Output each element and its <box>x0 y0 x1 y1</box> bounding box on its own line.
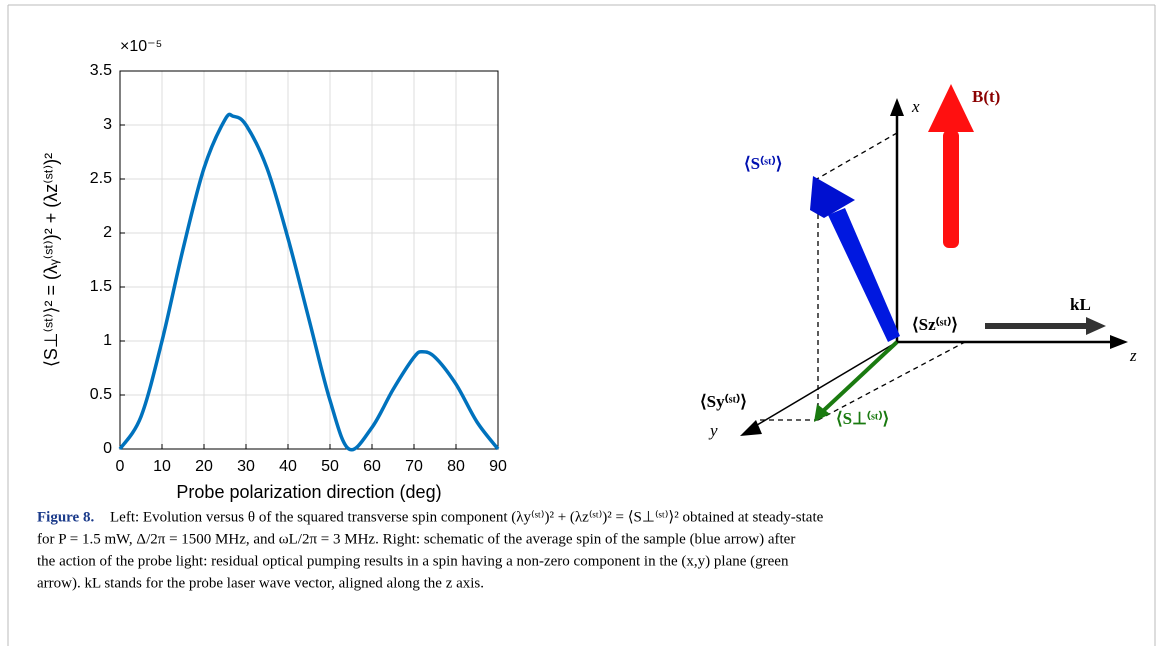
y-tick-label: 3.5 <box>90 62 112 79</box>
projection-line <box>817 341 966 421</box>
caption: Figure 8. Left: Evolution versus θ of th… <box>37 509 824 591</box>
spin-y-label: ⟨Sy⁽ˢᵗ⁾⟩ <box>700 392 747 411</box>
y-tick-label: 1 <box>103 332 112 349</box>
x-tick-label: 10 <box>153 458 171 475</box>
caption-line: the action of the probe light: residual … <box>37 553 789 569</box>
data-line <box>118 112 500 452</box>
field-arrow-head <box>928 84 974 132</box>
x-axis-label: Probe polarization direction (deg) <box>176 482 441 502</box>
y-tick-label: 1.5 <box>90 278 112 295</box>
x-tick-label: 20 <box>195 458 213 475</box>
y-axis-label: ⟨S⊥⁽ˢᵗ⁾⟩² = (λᵧ⁽ˢᵗ⁾)² + (λz⁽ˢᵗ⁾)² <box>41 153 61 367</box>
x-tick-label: 90 <box>489 458 507 475</box>
arrow-head <box>1110 335 1128 349</box>
caption-line: for P = 1.5 mW, Δ/2π = 1500 MHz, and ωL/… <box>37 531 795 547</box>
axis-label: x <box>911 97 920 116</box>
x-tick-label: 0 <box>116 458 125 475</box>
x-tick-label: 30 <box>237 458 255 475</box>
field-arrow <box>943 130 959 248</box>
plot-area <box>120 71 498 449</box>
arrow-head <box>890 98 904 116</box>
caption-line: arrow). kL stands for the probe laser wa… <box>37 575 484 591</box>
arrow-head <box>740 420 762 436</box>
field-label: B(t) <box>972 87 1000 106</box>
x-tick-label: 40 <box>279 458 297 475</box>
x-tick-label: 50 <box>321 458 339 475</box>
arrow-head <box>1086 317 1106 335</box>
y-axis <box>751 341 898 429</box>
y-tick-label: 2.5 <box>90 170 112 187</box>
perp-arrow <box>820 340 899 414</box>
spin-perp-label: ⟨S⊥⁽ˢᵗ⁾⟩ <box>836 409 889 428</box>
spin-z-label: ⟨Sz⁽ˢᵗ⁾⟩ <box>912 315 958 334</box>
wave-vector-label: kL <box>1070 295 1091 314</box>
axis-label: z <box>1129 346 1137 365</box>
chart: ×10⁻⁵ Probe polarization direction (deg)… <box>41 38 507 502</box>
spin-arrow <box>828 208 900 342</box>
projection-line <box>814 132 898 181</box>
y-tick-label: 0 <box>103 440 112 457</box>
y-tick-label: 3 <box>103 116 112 133</box>
x-tick-label: 80 <box>447 458 465 475</box>
x-tick-label: 60 <box>363 458 381 475</box>
x-tick-label: 70 <box>405 458 423 475</box>
y-tick-label: 0.5 <box>90 386 112 403</box>
diagram: x z y B(t) ⟨S⁽ˢᵗ⁾⟩ kL ⟨Sz⁽ˢᵗ⁾⟩ ⟨Sy⁽ˢᵗ⁾⟩ … <box>700 84 1137 440</box>
y-tick-label: 2 <box>103 224 112 241</box>
caption-label: Figure 8. <box>37 509 94 525</box>
y-multiplier: ×10⁻⁵ <box>120 38 162 55</box>
axis-label: y <box>708 421 718 440</box>
caption-line: Left: Evolution versus θ of the squared … <box>110 509 824 525</box>
arrow-head <box>814 404 830 422</box>
spin-label: ⟨S⁽ˢᵗ⁾⟩ <box>744 154 782 173</box>
plot-frame <box>119 70 499 450</box>
spin-arrow-head <box>810 176 855 218</box>
